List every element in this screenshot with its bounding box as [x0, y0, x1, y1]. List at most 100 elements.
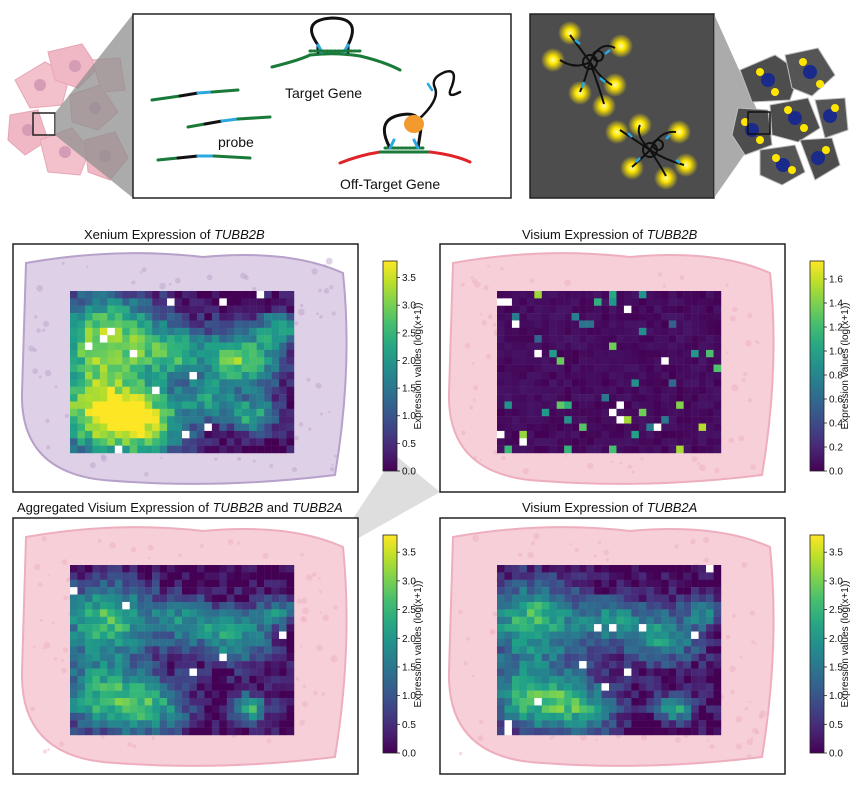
heatmap-cell	[204, 327, 213, 336]
heatmap-cell	[698, 445, 707, 454]
heatmap-cell	[264, 386, 272, 395]
tissue-texture	[86, 265, 89, 268]
heatmap-cell	[70, 372, 78, 380]
heatmap-cell	[653, 675, 662, 684]
tissue-texture	[147, 557, 151, 560]
heatmap-cell	[541, 712, 550, 721]
colorbar-label: Expression values (log(x+1))	[840, 581, 850, 708]
tissue-texture	[703, 557, 709, 563]
heatmap-cell	[174, 416, 183, 424]
heatmap-cell	[204, 320, 213, 329]
heatmap-cell	[616, 386, 625, 395]
heatmap-cell	[167, 430, 175, 439]
heatmap-cell	[519, 727, 528, 736]
heatmap-cell	[691, 712, 699, 721]
heatmap-cell	[84, 349, 93, 358]
heatmap-cell	[167, 690, 175, 699]
heatmap-cell	[189, 394, 198, 402]
heatmap-cell	[182, 423, 190, 432]
heatmap-cell	[586, 327, 595, 336]
heatmap-cell	[99, 609, 108, 617]
heatmap-cell	[683, 683, 692, 691]
heatmap-cell	[256, 653, 265, 662]
heatmap-cell	[167, 335, 175, 343]
heatmap-cell	[534, 653, 542, 662]
heatmap-cell	[601, 675, 610, 684]
heatmap-cell	[256, 445, 265, 454]
heatmap-cell	[549, 705, 557, 714]
heatmap-cell	[271, 683, 280, 691]
heatmap-cell	[668, 587, 677, 595]
heatmap-cell	[204, 416, 213, 424]
heatmap-cell	[623, 631, 632, 640]
heatmap-cell	[211, 291, 220, 299]
heatmap-cell	[698, 579, 707, 588]
heatmap-cell	[144, 423, 153, 432]
heatmap-cell	[84, 408, 93, 417]
heatmap-cell	[189, 698, 198, 706]
heatmap-cell	[286, 445, 295, 454]
heatmap-cell	[571, 712, 580, 721]
tissue-texture	[471, 362, 475, 365]
heatmap-cell	[271, 401, 280, 410]
heatmap-cell	[676, 601, 684, 610]
heatmap-cell	[556, 349, 565, 358]
heatmap-cell	[526, 372, 535, 380]
heatmap-cell	[159, 349, 168, 358]
heatmap-cell	[623, 705, 632, 714]
heatmap-cell	[683, 372, 692, 380]
tissue-texture	[493, 450, 499, 455]
heatmap-cell	[511, 727, 520, 736]
heatmap-cell	[84, 342, 93, 351]
tissue-texture	[313, 690, 318, 696]
heatmap-cell	[196, 609, 205, 617]
heatmap-cell	[189, 587, 198, 595]
heatmap-cell	[541, 394, 550, 402]
heatmap-cell	[70, 572, 78, 580]
heatmap-cell	[594, 683, 602, 691]
heatmap-cell	[541, 438, 550, 446]
heatmap-cell	[631, 379, 640, 387]
heatmap-cell	[623, 364, 632, 373]
heatmap-cell	[226, 727, 235, 736]
heatmap-cell	[631, 445, 640, 454]
heatmap-cell	[99, 661, 108, 669]
heatmap-cell	[167, 445, 175, 454]
heatmap-cell	[256, 727, 265, 736]
heatmap-cell	[698, 587, 707, 595]
heatmap-cell	[234, 386, 242, 395]
heatmap-cell	[256, 587, 265, 595]
heatmap-cell	[571, 675, 580, 684]
heatmap-cell	[129, 327, 138, 336]
heatmap-cell	[556, 445, 565, 454]
heatmap-cell	[601, 601, 610, 610]
heatmap-cell	[167, 565, 175, 573]
heatmap-cell	[504, 379, 513, 387]
heatmap-cell	[137, 698, 145, 706]
heatmap-cell	[616, 624, 625, 632]
heatmap-cell	[204, 313, 213, 321]
tissue-texture	[595, 738, 598, 741]
heatmap-cell	[579, 416, 587, 424]
heatmap-cell	[122, 349, 130, 358]
heatmap-cell	[182, 601, 190, 610]
heatmap-cell	[541, 313, 550, 321]
heatmap-cell	[683, 401, 692, 410]
heatmap-cell	[556, 638, 565, 647]
heatmap-cell	[564, 364, 572, 373]
heatmap-cell	[713, 690, 722, 699]
heatmap-cell	[196, 683, 205, 691]
heatmap-cell	[638, 638, 647, 647]
tissue-texture	[610, 460, 614, 464]
heatmap-cell	[601, 587, 610, 595]
heatmap-cell	[511, 423, 520, 432]
heatmap-cell	[167, 705, 175, 714]
heatmap-cell	[691, 631, 699, 640]
heatmap-cell	[668, 386, 677, 395]
heatmap-cell	[698, 291, 707, 299]
heatmap-cell	[638, 416, 647, 424]
heatmap-cell	[698, 430, 707, 439]
heatmap-cell	[541, 727, 550, 736]
heatmap-cell	[698, 698, 707, 706]
